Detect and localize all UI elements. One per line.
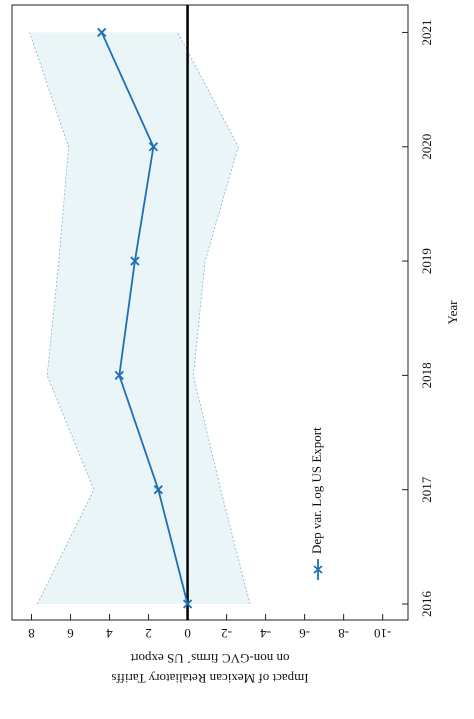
x-tick-label: 2019 <box>419 248 434 274</box>
x-tick-label: 2017 <box>419 476 434 503</box>
y-tick-label: -2 <box>221 626 232 641</box>
y-tick-label: 6 <box>67 626 74 641</box>
point-marker <box>97 27 107 38</box>
x-tick-label: 2016 <box>419 590 434 617</box>
plot-frame <box>11 4 409 621</box>
y-axis-label: on non-GVC firms´ US export <box>130 651 289 666</box>
legend-label: Dep var. Log US Export <box>309 427 324 554</box>
point-marker <box>182 599 193 609</box>
y-tick-label: 0 <box>184 626 191 641</box>
y-tick-label: 4 <box>106 626 113 641</box>
band-edge <box>29 32 95 605</box>
y-tick-label: -8 <box>338 626 349 641</box>
x-axis-label: Year <box>445 300 460 325</box>
point-marker <box>114 370 124 381</box>
confidence-band <box>29 32 250 604</box>
point-marker <box>130 256 140 266</box>
y-tick-label: -4 <box>260 626 271 641</box>
x-tick-label: 2020 <box>419 134 434 160</box>
y-tick-label: 8 <box>28 626 35 641</box>
rotated-plot: -10 -8 -6 -4 -2 0 2 4 6 8 2016 2017 2018 2019 2020 2021… <box>11 4 460 686</box>
y-tick-label: 2 <box>145 626 152 641</box>
y-axis-label: Impact of Mexican Retaliatory Tariffs <box>111 671 308 686</box>
point-marker <box>153 485 163 495</box>
x-tick-label: 2021 <box>419 19 434 45</box>
band-edge <box>177 32 251 605</box>
x-tick-label: 2018 <box>419 362 434 388</box>
y-tick-label: -6 <box>299 626 310 641</box>
legend-marker <box>313 565 323 574</box>
y-tick-label: -10 <box>374 626 391 641</box>
series-line <box>100 32 189 605</box>
point-marker <box>148 142 159 152</box>
